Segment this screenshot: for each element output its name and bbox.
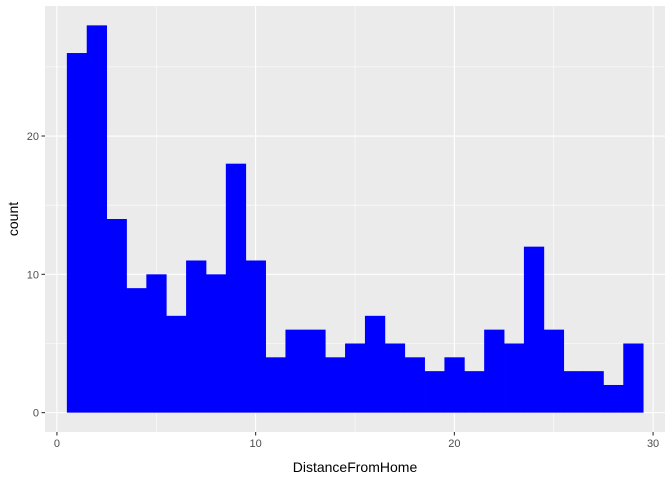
x-tick-label: 0: [54, 438, 60, 450]
x-tick-label: 10: [250, 438, 262, 450]
y-tick-label: 10: [27, 269, 39, 281]
histogram-bar: [404, 357, 425, 413]
histogram-bar: [543, 329, 565, 413]
histogram-bar: [66, 53, 88, 413]
histogram-bar: [563, 371, 584, 413]
histogram-bar: [325, 357, 346, 413]
histogram-bar: [245, 260, 266, 413]
x-axis-title: DistanceFromHome: [293, 459, 418, 475]
histogram-bar: [205, 274, 227, 413]
histogram-bar: [504, 343, 525, 413]
histogram-bar: [166, 315, 187, 413]
histogram-bar: [384, 343, 406, 413]
histogram-bar: [464, 371, 485, 413]
x-axis: 0 10 20 30: [54, 432, 659, 450]
histogram-bar: [623, 343, 644, 413]
x-tick-label: 30: [647, 438, 659, 450]
histogram-bar: [444, 357, 465, 413]
histogram-bar: [186, 260, 207, 413]
histogram-bar: [225, 163, 247, 413]
histogram-bar: [364, 315, 386, 413]
histogram-bar: [603, 384, 624, 413]
y-axis: 0 10 20: [27, 131, 45, 420]
histogram-bar: [86, 25, 108, 413]
histogram-bar: [146, 274, 167, 413]
y-axis-title: count: [5, 202, 21, 236]
histogram-bar: [285, 329, 306, 413]
histogram-bar: [484, 329, 505, 413]
x-tick-label: 20: [448, 438, 460, 450]
histogram-bar: [345, 343, 366, 413]
histogram-bar: [583, 371, 604, 413]
histogram-bar: [106, 219, 127, 413]
histogram-bar: [265, 357, 286, 413]
histogram-bar: [126, 288, 147, 413]
histogram-bar: [523, 246, 545, 413]
y-tick-label: 20: [27, 131, 39, 143]
bars-group: [66, 25, 644, 413]
histogram-bar: [424, 371, 445, 413]
y-tick-label: 0: [33, 408, 39, 420]
histogram-bar: [305, 329, 326, 413]
